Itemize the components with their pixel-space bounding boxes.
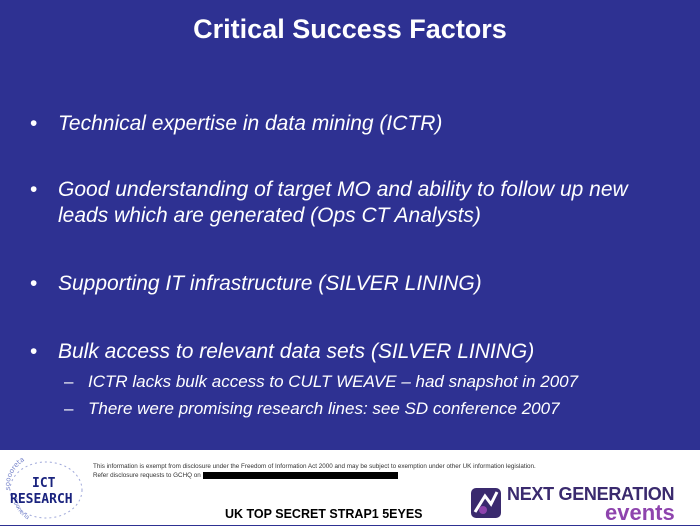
slide-title: Critical Success Factors — [193, 14, 507, 44]
sub-bullet-text: ICTR lacks bulk access to CULT WEAVE – h… — [88, 372, 579, 391]
logo-ring-text-top: sooooreta — [4, 456, 26, 491]
disclaimer-line-2: Refer disclosure requests to GCHQ on — [93, 471, 673, 480]
bullet-marker: • — [30, 272, 38, 295]
bullet-item: • Supporting IT infrastructure (SILVER L… — [30, 271, 678, 297]
bullet-item: • Bulk access to relevant data sets (SIL… — [30, 339, 678, 365]
ng-logo-events-text: events — [605, 500, 675, 525]
sub-bullet-marker: – — [64, 372, 74, 391]
redaction-bar — [202, 471, 398, 479]
disclaimer-line: This information is exempt from disclosu… — [93, 463, 536, 470]
svg-text:sooooreta: sooooreta — [4, 456, 26, 491]
next-generation-events-logo: NEXT GENERATION events — [465, 482, 700, 525]
sub-bullet-text: There were promising research lines: see… — [88, 399, 560, 418]
bullet-text: Good understanding of target MO and abil… — [58, 178, 628, 227]
sub-bullet-item: – ICTR lacks bulk access to CULT WEAVE –… — [64, 371, 578, 393]
classification-marking: UK TOP SECRET STRAP1 5EYES — [225, 507, 423, 521]
logo-ict-text: ICT — [32, 476, 56, 491]
bullet-marker: • — [30, 178, 38, 201]
slide: Critical Success Factors • Technical exp… — [30, 14, 678, 420]
disclaimer-line-text: Refer disclosure requests to GCHQ on — [93, 472, 201, 479]
bullet-item: • Technical expertise in data mining (IC… — [30, 111, 678, 137]
bullet-marker: • — [30, 112, 38, 135]
ng-emblem-icon — [471, 488, 501, 518]
bullet-item: • Good understanding of target MO and ab… — [30, 177, 678, 229]
logo-research-text: RESEARCH — [10, 492, 73, 507]
ict-research-logo: sooooreta nnoneria ICT RESEARCH — [2, 452, 92, 522]
sub-bullet-marker: – — [64, 399, 74, 418]
ng-logo-text: NEXT GENERATION — [507, 484, 675, 504]
disclaimer: This information is exempt from disclosu… — [93, 462, 673, 480]
logo-ring-icon: sooooreta nnoneria — [4, 456, 83, 521]
sub-bullet-item: – There were promising research lines: s… — [64, 398, 560, 420]
bullet-text: Technical expertise in data mining (ICTR… — [58, 112, 443, 135]
bullet-text: Bulk access to relevant data sets (SILVE… — [58, 340, 535, 363]
bullet-text: Supporting IT infrastructure (SILVER LIN… — [58, 272, 482, 295]
bullet-marker: • — [30, 340, 38, 363]
footer: sooooreta nnoneria ICT RESEARCH This inf… — [0, 450, 700, 525]
